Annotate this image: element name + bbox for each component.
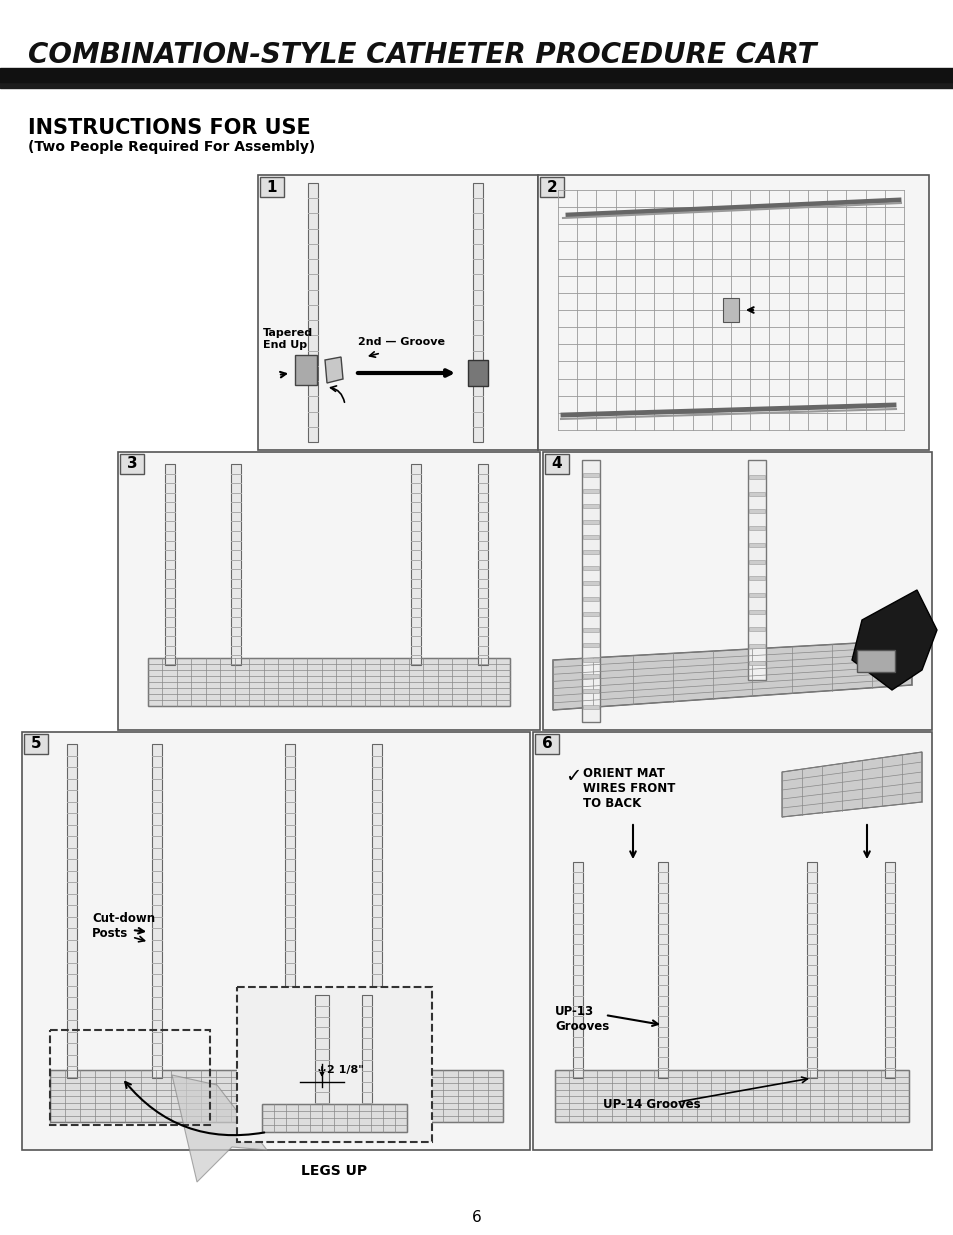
Bar — [539, 177, 563, 198]
Bar — [748, 526, 764, 530]
Text: ✓: ✓ — [564, 767, 580, 785]
Bar — [411, 464, 420, 664]
Bar — [582, 520, 598, 524]
Bar — [582, 489, 598, 493]
Polygon shape — [851, 590, 936, 690]
Bar — [148, 658, 510, 706]
Bar — [582, 535, 598, 538]
Bar — [748, 610, 764, 614]
Polygon shape — [172, 1074, 267, 1182]
Bar — [748, 509, 764, 513]
Bar — [468, 359, 488, 387]
Bar — [573, 862, 582, 1078]
Bar — [555, 1070, 908, 1123]
Bar — [24, 734, 48, 755]
Bar — [535, 734, 558, 755]
Bar — [236, 987, 432, 1142]
Bar — [473, 183, 482, 442]
Bar — [748, 492, 764, 495]
Bar — [582, 582, 598, 585]
Bar — [748, 593, 764, 598]
Bar — [533, 732, 931, 1150]
Bar — [0, 72, 953, 88]
Bar — [118, 452, 539, 730]
Polygon shape — [325, 357, 343, 383]
Text: 5: 5 — [30, 736, 41, 752]
Bar — [285, 743, 294, 1078]
Text: 6: 6 — [472, 1210, 481, 1225]
Bar — [748, 577, 764, 580]
Bar — [582, 674, 598, 678]
Text: 2: 2 — [546, 179, 557, 194]
Bar — [537, 175, 928, 450]
Bar — [748, 661, 764, 666]
Bar — [582, 689, 598, 693]
Bar — [314, 995, 329, 1114]
Bar — [582, 643, 598, 647]
Text: 1: 1 — [267, 179, 277, 194]
Bar — [582, 504, 598, 509]
Bar — [67, 743, 77, 1078]
Bar — [0, 68, 953, 82]
Bar — [748, 542, 764, 547]
Text: UP-13
Grooves: UP-13 Grooves — [555, 1005, 609, 1032]
Bar — [582, 473, 598, 478]
Bar — [308, 183, 317, 442]
Bar — [582, 627, 598, 631]
Text: Tapered
End Up: Tapered End Up — [263, 329, 313, 350]
Bar — [582, 597, 598, 600]
Bar — [884, 862, 894, 1078]
Text: ORIENT MAT
WIRES FRONT
TO BACK: ORIENT MAT WIRES FRONT TO BACK — [582, 767, 675, 810]
Bar — [262, 1104, 407, 1132]
Text: 6: 6 — [541, 736, 552, 752]
Text: 2 1/8": 2 1/8" — [327, 1065, 363, 1074]
Bar — [722, 298, 739, 322]
Text: 3: 3 — [127, 457, 137, 472]
Text: 4: 4 — [551, 457, 561, 472]
Bar — [658, 862, 667, 1078]
Bar — [50, 1030, 210, 1125]
Bar — [542, 452, 931, 730]
Bar — [806, 862, 816, 1078]
Text: (Two People Required For Assembly): (Two People Required For Assembly) — [28, 140, 314, 154]
Bar — [260, 177, 284, 198]
Bar — [165, 464, 174, 664]
Text: COMBINATION-STYLE CATHETER PROCEDURE CART: COMBINATION-STYLE CATHETER PROCEDURE CAR… — [28, 41, 816, 69]
Bar — [544, 454, 568, 474]
Bar — [50, 1070, 502, 1123]
Bar — [748, 559, 764, 563]
Bar — [748, 475, 764, 479]
Bar — [477, 464, 488, 664]
Bar — [748, 645, 764, 648]
Text: 2nd — Groove: 2nd — Groove — [357, 337, 444, 347]
Polygon shape — [553, 640, 911, 710]
Text: LEGS UP: LEGS UP — [300, 1165, 367, 1178]
Bar — [856, 650, 894, 672]
Text: Cut-down
Posts: Cut-down Posts — [91, 911, 155, 940]
Bar — [152, 743, 162, 1078]
Bar — [257, 175, 537, 450]
Bar — [294, 354, 316, 385]
Bar — [361, 995, 372, 1114]
Bar — [22, 732, 530, 1150]
Bar — [231, 464, 241, 664]
Text: COMBINATION-STYLE CATHETER PROCEDURE CART: COMBINATION-STYLE CATHETER PROCEDURE CAR… — [28, 48, 816, 77]
Bar — [120, 454, 144, 474]
Bar — [747, 459, 765, 680]
Text: INSTRUCTIONS FOR USE: INSTRUCTIONS FOR USE — [28, 119, 311, 138]
Polygon shape — [781, 752, 921, 818]
Bar — [582, 613, 598, 616]
Bar — [582, 705, 598, 709]
Bar — [582, 566, 598, 569]
Bar — [581, 459, 599, 722]
Bar — [372, 743, 381, 1078]
Bar — [582, 658, 598, 662]
Bar — [582, 551, 598, 555]
Text: UP-14 Grooves: UP-14 Grooves — [602, 1098, 700, 1112]
Bar — [748, 627, 764, 631]
